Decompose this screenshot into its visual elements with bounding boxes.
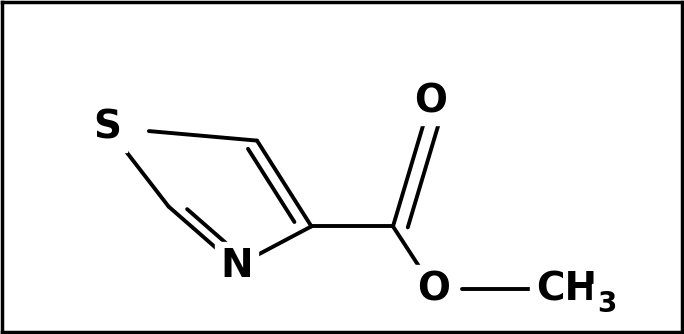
Text: O: O — [414, 82, 447, 120]
Text: O: O — [417, 270, 450, 308]
Text: CH: CH — [536, 270, 597, 308]
Text: S: S — [94, 109, 122, 146]
Text: 3: 3 — [597, 290, 617, 318]
Text: N: N — [220, 247, 253, 285]
